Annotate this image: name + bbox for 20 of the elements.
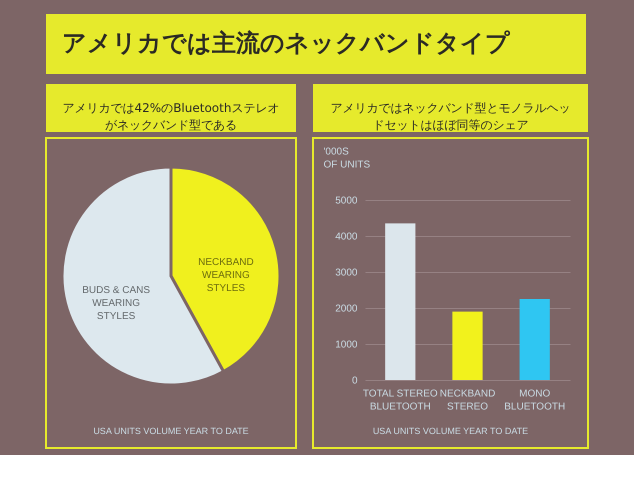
y-tick-label: 2000	[335, 304, 358, 314]
chart-title: アメリカでは42%のBluetoothステレオがネックバンド型である	[62, 101, 280, 132]
text: USA UNITS VOLUME YEAR TO DATE	[93, 426, 249, 436]
bar	[452, 312, 483, 380]
slice-label: NECKBAND WEARING STYLES	[198, 256, 254, 294]
y-tick-label: 5000	[335, 196, 358, 206]
y-tick-label: 4000	[335, 232, 358, 242]
text: アメリカでは主流のネックバンドタイプ	[62, 29, 511, 57]
y-tick-label: 0	[352, 376, 358, 386]
bar	[385, 223, 416, 380]
slice-label: BUDS & CANS WEARING STYLES	[82, 285, 150, 322]
bar	[520, 299, 550, 380]
chart-title: アメリカではネックバンド型とモノラルヘッドセットはほぼ同等のシェア	[330, 101, 570, 132]
x-tick-label: MONO BLUETOOTH	[504, 388, 566, 412]
y-tick-label: 1000	[335, 340, 358, 350]
text: USA UNITS VOLUME YEAR TO DATE	[372, 426, 528, 436]
x-tick-label: TOTAL STEREO BLUETOOTH	[362, 388, 438, 412]
x-tick-label: NECKBAND STEREO	[440, 388, 496, 412]
y-tick-label: 3000	[335, 268, 358, 278]
y-axis-title: '000S OF UNITS	[324, 146, 370, 170]
